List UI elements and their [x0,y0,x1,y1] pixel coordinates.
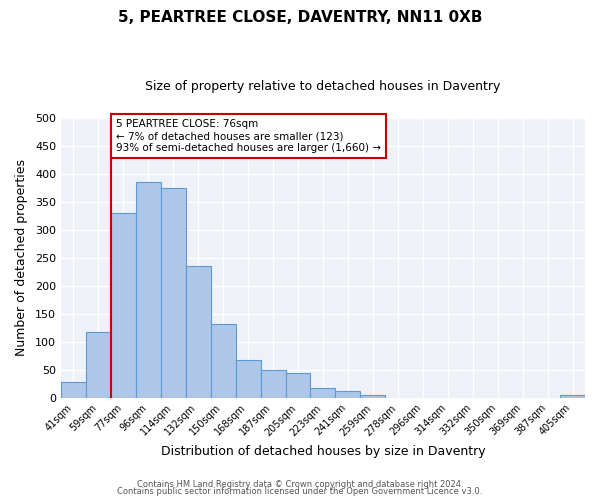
Bar [111,213,136,398]
Bar [86,332,111,398]
Bar [61,382,86,398]
Bar [286,372,310,398]
Bar [560,395,585,398]
Bar [260,370,286,398]
Bar [211,324,236,398]
Bar [361,395,385,398]
Bar [310,388,335,398]
Y-axis label: Number of detached properties: Number of detached properties [15,160,28,356]
Bar [335,390,361,398]
Title: Size of property relative to detached houses in Daventry: Size of property relative to detached ho… [145,80,500,93]
Text: 5, PEARTREE CLOSE, DAVENTRY, NN11 0XB: 5, PEARTREE CLOSE, DAVENTRY, NN11 0XB [118,10,482,25]
Bar [186,266,211,398]
Bar [236,360,260,398]
Text: Contains public sector information licensed under the Open Government Licence v3: Contains public sector information licen… [118,488,482,496]
Text: 5 PEARTREE CLOSE: 76sqm
← 7% of detached houses are smaller (123)
93% of semi-de: 5 PEARTREE CLOSE: 76sqm ← 7% of detached… [116,120,381,152]
Text: Contains HM Land Registry data © Crown copyright and database right 2024.: Contains HM Land Registry data © Crown c… [137,480,463,489]
Bar [136,182,161,398]
X-axis label: Distribution of detached houses by size in Daventry: Distribution of detached houses by size … [161,444,485,458]
Bar [161,188,186,398]
